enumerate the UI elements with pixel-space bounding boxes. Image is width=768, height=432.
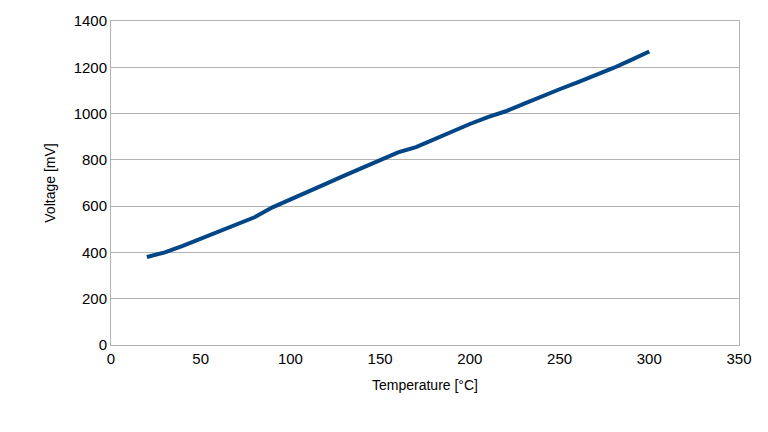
svg-text:50: 50 <box>192 350 209 367</box>
svg-text:250: 250 <box>547 350 572 367</box>
svg-text:100: 100 <box>278 350 303 367</box>
svg-text:Temperature [°C]: Temperature [°C] <box>372 377 478 393</box>
svg-text:Voltage [mV]: Voltage [mV] <box>42 143 58 222</box>
svg-text:350: 350 <box>726 350 751 367</box>
svg-text:1200: 1200 <box>74 59 107 76</box>
svg-text:0: 0 <box>99 336 107 353</box>
svg-text:0: 0 <box>107 350 115 367</box>
svg-text:1000: 1000 <box>74 105 107 122</box>
svg-text:1400: 1400 <box>74 12 107 29</box>
svg-text:150: 150 <box>368 350 393 367</box>
svg-text:300: 300 <box>637 350 662 367</box>
svg-text:800: 800 <box>82 151 107 168</box>
svg-text:200: 200 <box>82 290 107 307</box>
svg-text:200: 200 <box>457 350 482 367</box>
svg-text:400: 400 <box>82 244 107 261</box>
svg-text:600: 600 <box>82 197 107 214</box>
